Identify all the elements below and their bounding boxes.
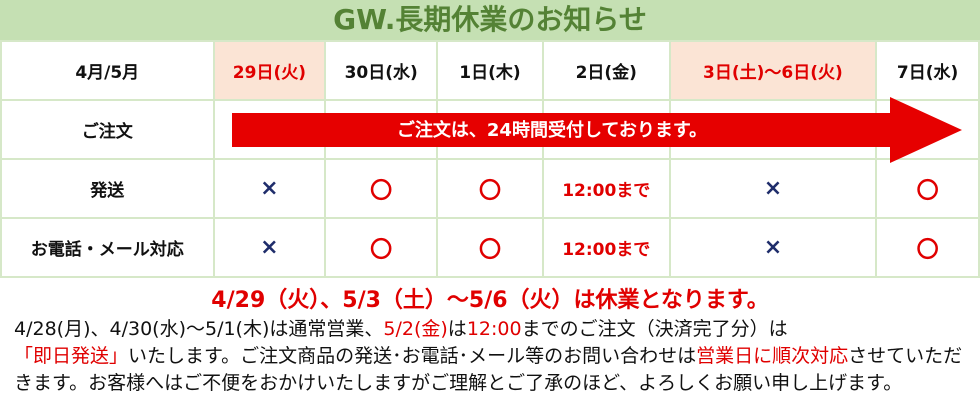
page-title: GW.長期休業のお知らせ	[0, 0, 980, 40]
text-highlight: 「即日発送」	[14, 345, 129, 367]
header-day: 7日(水)	[875, 40, 980, 101]
table-row-contact: お電話・メール対応 × 〇 〇 12:00まで × 〇	[0, 217, 980, 278]
row-label: ご注文	[0, 99, 215, 160]
cell-until-noon: 12:00まで	[541, 217, 671, 278]
header-day: 2日(金)	[541, 40, 671, 101]
circle-mark: 〇	[436, 217, 544, 278]
header-month: 4月/5月	[0, 40, 215, 101]
text-highlight: 12:00	[466, 318, 522, 340]
table-header-row: 4月/5月 29日(火) 30日(水) 1日(木) 2日(金) 3日(土)～6日…	[0, 40, 980, 101]
arrow-right-icon	[232, 97, 962, 163]
circle-mark: 〇	[436, 158, 544, 219]
circle-mark: 〇	[324, 158, 439, 219]
text: は	[447, 318, 467, 340]
cross-mark: ×	[212, 217, 327, 278]
cross-mark: ×	[668, 217, 878, 278]
cross-mark: ×	[212, 158, 327, 219]
circle-mark: 〇	[324, 217, 439, 278]
cross-mark: ×	[668, 158, 878, 219]
order-arrow-text: ご注文は、24時間受付しております。	[396, 120, 708, 141]
header-day-holiday: 29日(火)	[212, 40, 327, 101]
table-row-shipping: 発送 × 〇 〇 12:00まで × 〇	[0, 158, 980, 219]
text: いたします。ご注文商品の発送･お電話･メール等のお問い合わせは	[128, 345, 697, 367]
closed-notice: 4/29（火）、5/3（土）～5/6（火）は休業となります。	[211, 288, 769, 313]
circle-mark: 〇	[875, 158, 980, 219]
cell-until-noon: 12:00まで	[541, 158, 671, 219]
header-day: 1日(木)	[436, 40, 544, 101]
text-highlight: 5/2(金)	[383, 318, 448, 340]
notice-paragraph: 4/28(月)、4/30(水)～5/1(木)は通常営業、5/2(金)は12:00…	[14, 316, 974, 397]
schedule-table: 4月/5月 29日(火) 30日(水) 1日(木) 2日(金) 3日(土)～6日…	[0, 40, 980, 278]
text-highlight: 営業日に順次対応	[696, 345, 849, 367]
row-label: お電話・メール対応	[0, 217, 215, 278]
circle-mark: 〇	[875, 217, 980, 278]
header-day-holiday: 3日(土)～6日(火)	[668, 40, 878, 101]
text: 4/28(月)、4/30(水)～5/1(木)は通常営業、	[14, 318, 384, 340]
text: させていただきます。お客様へはご不便をおかけいたしますがご理解とご了承のほど、よ…	[14, 345, 963, 394]
text: までのご注文（決済完了分）は	[521, 318, 788, 340]
header-day: 30日(水)	[324, 40, 439, 101]
row-label: 発送	[0, 158, 215, 219]
